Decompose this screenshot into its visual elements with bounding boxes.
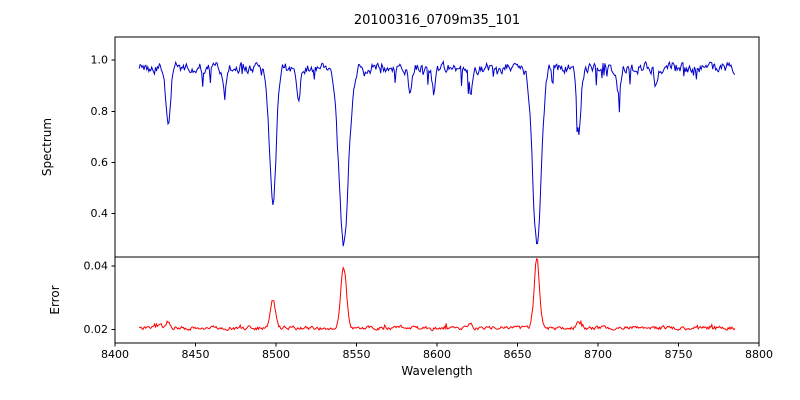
x-tick-label: 8650: [504, 348, 532, 361]
x-tick-label: 8700: [584, 348, 612, 361]
y-tick-label: 0.04: [84, 259, 109, 272]
y-tick-label: 1.0: [91, 54, 109, 67]
y-tick-label: 0.4: [91, 207, 109, 220]
x-tick-label: 8450: [182, 348, 210, 361]
x-tick-label: 8400: [101, 348, 129, 361]
x-tick-label: 8600: [423, 348, 451, 361]
x-tick-label: 8800: [745, 348, 773, 361]
x-axis-label: Wavelength: [401, 364, 473, 378]
y-tick-label: 0.6: [91, 156, 109, 169]
y-tick-label: 0.8: [91, 105, 109, 118]
x-tick-label: 8500: [262, 348, 290, 361]
chart-title: 20100316_0709m35_101: [353, 13, 521, 28]
x-tick-label: 8550: [343, 348, 371, 361]
y-tick-label: 0.02: [84, 323, 109, 336]
spectrum-line: [138, 59, 736, 247]
x-tick-label: 8750: [665, 348, 693, 361]
axes-frame-error: [114, 256, 760, 344]
error-line: [138, 258, 736, 332]
